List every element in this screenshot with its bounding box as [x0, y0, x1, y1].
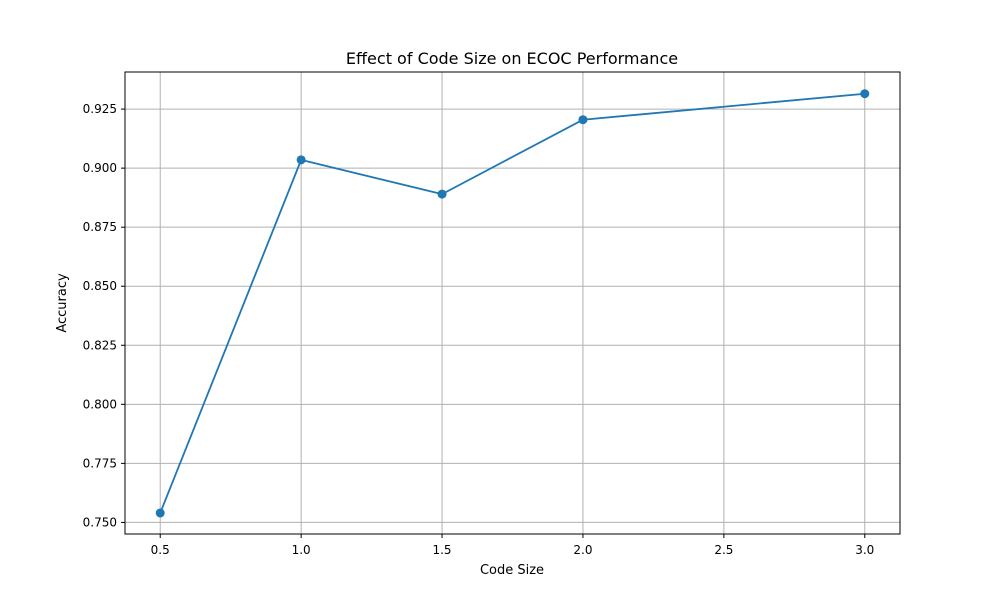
x-tick-label: 3.0: [855, 543, 874, 557]
y-tick-label: 0.850: [83, 279, 117, 293]
x-tick-label: 1.0: [292, 543, 311, 557]
y-tick-label: 0.925: [83, 102, 117, 116]
data-point: [155, 508, 165, 518]
series-layer: [155, 89, 870, 518]
y-tick-label: 0.750: [83, 515, 117, 529]
y-axis-label: Accuracy: [55, 273, 70, 333]
plot-frame: [124, 71, 901, 535]
data-point: [860, 89, 870, 99]
x-axis-label: Code Size: [480, 563, 544, 578]
x-tick-label: 2.5: [714, 543, 733, 557]
x-tick-label: 0.5: [151, 543, 170, 557]
data-point: [437, 189, 447, 199]
data-point: [578, 115, 588, 125]
ticks: 0.5 1.0 1.5 2.0 2.5 3.0 0.750 0.775 0.800 0.825 0.…: [83, 102, 875, 557]
x-tick-label: 2.0: [573, 543, 592, 557]
data-point: [296, 155, 306, 165]
y-tick-label: 0.800: [83, 397, 117, 411]
y-tick-label: 0.775: [83, 456, 117, 470]
chart-title: Effect of Code Size on ECOC Performance: [346, 49, 678, 68]
grid: [125, 72, 900, 534]
x-tick-label: 1.5: [432, 543, 451, 557]
y-tick-label: 0.900: [83, 161, 117, 175]
y-tick-label: 0.825: [83, 338, 117, 352]
y-tick-label: 0.875: [83, 220, 117, 234]
